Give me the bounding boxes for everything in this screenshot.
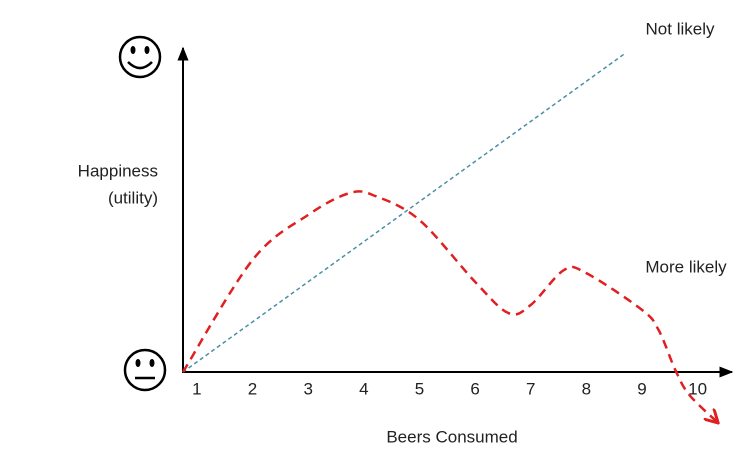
x-tick-label: 10 bbox=[688, 379, 707, 398]
series-label: Not likely bbox=[646, 19, 715, 38]
x-tick-label: 2 bbox=[248, 379, 257, 398]
y-axis-label: Happiness bbox=[78, 161, 158, 180]
x-tick-label: 7 bbox=[526, 379, 535, 398]
x-tick-label: 1 bbox=[192, 379, 201, 398]
happy-face bbox=[118, 35, 162, 79]
x-tick-label: 3 bbox=[303, 379, 312, 398]
x-tick-label: 4 bbox=[359, 379, 368, 398]
x-tick-label: 9 bbox=[637, 379, 646, 398]
series-label: More likely bbox=[645, 257, 727, 276]
x-tick-label: 8 bbox=[582, 379, 591, 398]
x-tick-label: 6 bbox=[470, 379, 479, 398]
y-axis-label: (utility) bbox=[108, 188, 158, 207]
line-series bbox=[181, 190, 717, 422]
x-tick-label: 5 bbox=[415, 379, 424, 398]
neutral-face bbox=[123, 348, 167, 392]
x-axis-label: Beers Consumed bbox=[386, 427, 517, 446]
line-series bbox=[182, 52, 626, 373]
